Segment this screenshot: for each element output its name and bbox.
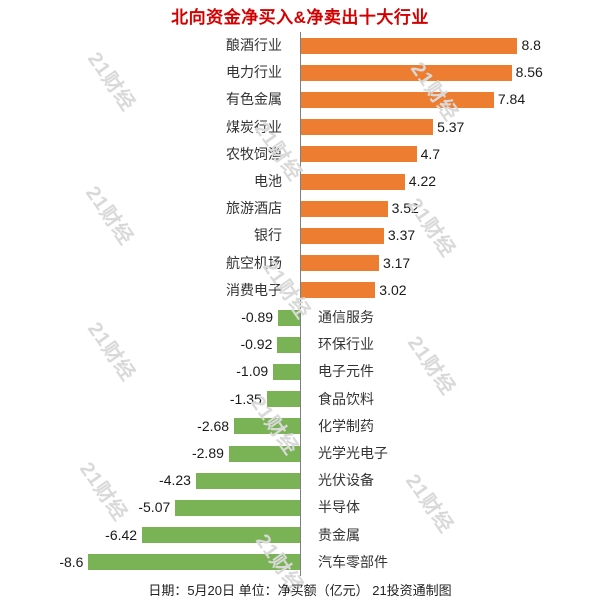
net-buy-bar [301, 37, 518, 54]
category-label: 旅游酒店 [226, 200, 282, 217]
category-label: 酿酒行业 [226, 37, 282, 53]
net-buy-bar [301, 255, 379, 272]
category-label: 电力行业 [226, 64, 282, 81]
value-label: 4.22 [408, 173, 437, 189]
category-label: 航空机场 [226, 254, 282, 271]
value-label: 8.56 [515, 64, 543, 81]
chart-row: 光伏设备 -4.23 [0, 467, 600, 494]
net-buy-bar [301, 146, 417, 163]
category-label: 消费电子 [226, 281, 282, 298]
net-sell-bar [266, 391, 300, 408]
category-label: 银行 [254, 227, 282, 244]
net-sell-bar [88, 554, 300, 571]
chart-row: 农牧饲渔 4.7 [0, 141, 600, 168]
value-label: 4.7 [420, 145, 441, 162]
value-label: 3.37 [387, 227, 416, 244]
net-buy-bar [301, 282, 376, 299]
value-label: -0.89 [241, 309, 274, 325]
category-label: 化学制药 [318, 417, 374, 434]
value-label: 8.8 [521, 37, 541, 53]
chart-row: 酿酒行业 8.8 [0, 32, 600, 59]
chart-row: 半导体 -5.07 [0, 494, 600, 521]
chart-row: 电力行业 8.56 [0, 59, 600, 86]
net-sell-bar [195, 472, 300, 489]
category-label: 光伏设备 [318, 472, 374, 489]
value-label: 7.84 [497, 91, 526, 108]
net-sell-bar [278, 309, 300, 326]
category-label: 通信服务 [318, 309, 374, 325]
category-label: 贵金属 [318, 526, 360, 543]
net-sell-bar [175, 499, 300, 516]
chart-row: 航空机场 3.17 [0, 250, 600, 277]
value-label: -1.09 [236, 363, 269, 380]
net-sell-bar [273, 363, 300, 380]
value-label: 3.17 [382, 254, 411, 271]
category-label: 环保行业 [318, 336, 374, 353]
chart-caption: 日期：5月20日 单位：净买额（亿元） 21投资通制图 [148, 583, 452, 598]
value-label: -6.42 [105, 526, 138, 543]
value-label: -2.68 [197, 417, 230, 434]
chart-row: 化学制药 -2.68 [0, 413, 600, 440]
chart-row: 电子元件 -1.09 [0, 358, 600, 385]
value-label: -2.89 [191, 445, 224, 461]
chart-row: 银行 3.37 [0, 222, 600, 249]
net-sell-bar [277, 336, 300, 353]
axis-line [300, 32, 301, 576]
chart-title: 北向资金净买入&净卖出十大行业 [171, 8, 429, 27]
category-label: 农牧饲渔 [226, 145, 282, 162]
category-label: 半导体 [318, 499, 360, 516]
chart-row: 有色金属 7.84 [0, 86, 600, 113]
value-label: -4.23 [159, 472, 191, 489]
net-buy-bar [301, 227, 384, 244]
net-buy-bar [301, 200, 388, 217]
chart-row: 食品饮料 -1.35 [0, 386, 600, 413]
chart-row: 汽车零部件 -8.6 [0, 549, 600, 576]
category-label: 有色金属 [226, 91, 282, 108]
chart-row: 环保行业 -0.92 [0, 331, 600, 358]
chart-row: 消费电子 3.02 [0, 277, 600, 304]
chart-row: 通信服务 -0.89 [0, 304, 600, 331]
net-buy-bar [301, 173, 405, 190]
chart-row: 电池 4.22 [0, 168, 600, 195]
category-label: 光学光电子 [318, 445, 388, 461]
value-label: -5.07 [138, 499, 171, 516]
value-label: 5.37 [437, 118, 465, 135]
value-label: -0.92 [240, 336, 273, 353]
category-label: 汽车零部件 [318, 553, 388, 570]
chart-row: 贵金属 -6.42 [0, 522, 600, 549]
net-buy-bar [301, 64, 512, 81]
net-sell-bar [234, 418, 300, 435]
category-label: 电子元件 [318, 363, 374, 380]
category-label: 食品饮料 [318, 390, 374, 407]
chart-row: 煤炭行业 5.37 [0, 114, 600, 141]
net-sell-bar [142, 527, 300, 544]
net-sell-bar [228, 445, 300, 462]
value-label: 3.52 [391, 200, 419, 217]
chart-row: 光学光电子 -2.89 [0, 440, 600, 467]
category-label: 煤炭行业 [226, 118, 282, 135]
net-buy-bar [301, 119, 434, 136]
bar-chart: 酿酒行业 8.8 电力行业 8.56 有色金属 7.84 煤炭行业 5.37 农牧饲渔 4.7 电池… [0, 32, 600, 597]
net-buy-bar [301, 91, 494, 108]
value-label: -1.35 [229, 390, 262, 407]
chart-row: 旅游酒店 3.52 [0, 195, 600, 222]
value-label: 3.02 [379, 281, 407, 298]
category-label: 电池 [254, 173, 282, 189]
value-label: -8.6 [59, 553, 84, 570]
